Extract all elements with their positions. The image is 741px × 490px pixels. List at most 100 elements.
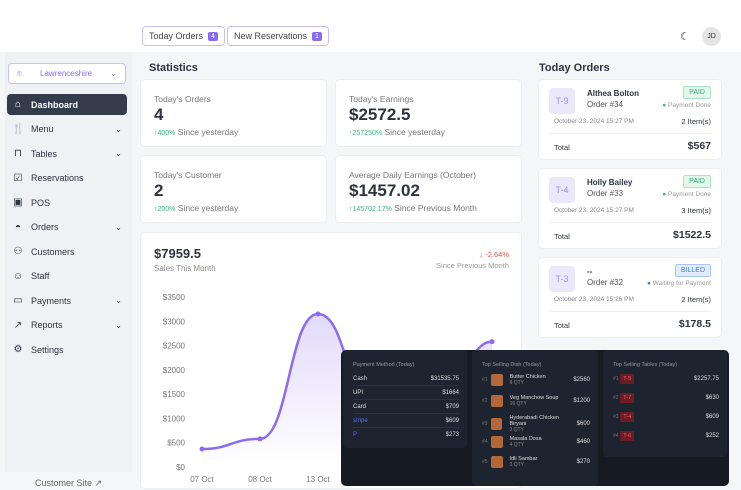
stat-label: Today's Customer: [154, 170, 222, 180]
stat-since: Since yesterday: [384, 127, 445, 137]
gear-icon: ⚙: [13, 344, 23, 355]
status-badge: PAID: [683, 86, 711, 99]
stat-label: Average Daily Earnings (October): [349, 170, 476, 180]
x-tick-label: 08 Oct: [248, 475, 272, 484]
chevron-down-icon: ⌄: [110, 69, 117, 78]
stat-label: Today's Orders: [154, 94, 211, 104]
sidebar-item-label: Settings: [31, 344, 64, 355]
payment-amount: $273: [445, 432, 459, 438]
stat-value: $2572.5: [349, 105, 411, 124]
dish-amount: $1200: [573, 397, 590, 404]
data-point[interactable]: [315, 311, 321, 317]
payment-method: Cash: [353, 376, 368, 382]
table-badge: T-3: [549, 266, 575, 292]
order-date: October 23, 2024 15:26 PM: [554, 296, 634, 303]
sidebar-item-reservations[interactable]: ☑ Reservations: [7, 168, 127, 189]
dish-name: Butter Chicken: [509, 374, 546, 380]
table-rank: #1: [613, 376, 619, 382]
location-select[interactable]: ⌾ Lawrenceshire ⌄: [8, 63, 126, 84]
sidebar-item-orders[interactable]: ◓ Orders ⌄: [7, 217, 127, 238]
table-badge: T-9: [549, 88, 575, 114]
new-reservations-count: 1: [312, 31, 322, 41]
sales-value: $7959.5: [154, 246, 201, 261]
table-badge: T-6: [620, 431, 635, 441]
new-reservations-label: New Reservations: [234, 31, 308, 41]
dish-qty: 4 QTY: [509, 441, 525, 448]
order-card[interactable]: T-3 -- Order #32 BILLED ● Waiting for Pa…: [538, 257, 722, 338]
order-date: October 23, 2024 15:27 PM: [554, 118, 634, 125]
statistics-title: Statistics: [149, 62, 198, 74]
table-row: #3 T-4 $609: [613, 412, 719, 422]
payment-status: Payment Done: [668, 191, 711, 198]
sidebar-item-menu[interactable]: 🍴 Menu ⌄: [7, 119, 127, 140]
payment-status: Payment Done: [668, 102, 711, 109]
dish-name: Idli Sambar: [509, 456, 538, 462]
new-reservations-button[interactable]: New Reservations 1: [227, 26, 329, 46]
order-card[interactable]: T-4 Holly Bailey Order #33 PAID ● Paymen…: [538, 168, 722, 249]
payment-row: Cash $31535.75: [353, 376, 459, 386]
location-value: Lawrenceshire: [40, 69, 93, 78]
table-badge: T-4: [620, 412, 635, 422]
data-point[interactable]: [257, 436, 263, 442]
sidebar-item-label: Orders: [31, 222, 59, 232]
stat-change: ↑200%: [154, 206, 176, 213]
stat-since: Since Previous Month: [394, 203, 477, 213]
sidebar-item-label: POS: [31, 197, 51, 208]
table-amount: $252: [705, 433, 719, 439]
today-orders-button[interactable]: Today Orders 4: [142, 26, 225, 46]
sidebar-item-label: Tables: [31, 148, 58, 159]
dish-name: Masala Dosa: [509, 435, 542, 442]
sidebar-item-reports[interactable]: ↗ Reports ⌄: [7, 315, 127, 336]
table-amount: $630: [705, 395, 719, 401]
item-count: 2 Item(s): [681, 295, 711, 304]
sidebar-item-payments[interactable]: ▭ Payments ⌄: [7, 290, 127, 311]
payment-method: Card: [353, 404, 367, 410]
chevron-down-icon: ⌄: [115, 149, 122, 158]
x-tick-label: 07 Oct: [190, 475, 214, 484]
sidebar-item-staff[interactable]: ☺ Staff: [7, 266, 127, 287]
dish-name: Hyderabadi Chicken Biryani: [509, 415, 559, 427]
sidebar: ⌾ Lawrenceshire ⌄ ⌂ Dashboard 🍴 Menu ⌄ ⊓ Tables ⌄…: [5, 52, 132, 472]
avatar[interactable]: JD: [702, 27, 721, 46]
status-badge: BILLED: [674, 264, 711, 277]
status-badge: PAID: [683, 175, 711, 188]
sidebar-item-label: Menu: [31, 124, 54, 134]
total-value: $178.5: [678, 318, 711, 330]
sales-label: Sales This Month: [154, 264, 216, 273]
dish-rank: #5: [482, 459, 488, 465]
dish-image: [490, 374, 503, 386]
payment-method: P: [353, 432, 358, 438]
sidebar-item-settings[interactable]: ⚙ Settings: [7, 339, 127, 360]
sidebar-item-customers[interactable]: ⚇ Customers: [7, 241, 127, 262]
dark-mode-icon[interactable]: ☾: [680, 31, 690, 43]
payment-method-title: Payment Method (Today): [353, 362, 415, 368]
chevron-down-icon: ⌄: [115, 124, 122, 134]
data-point[interactable]: [199, 446, 205, 452]
chevron-down-icon: ⌄: [115, 320, 122, 330]
orders-icon: ◓: [14, 221, 22, 233]
payment-row: P $273: [353, 432, 459, 438]
table-rank: #4: [613, 433, 619, 439]
payment-row: Card $709: [353, 404, 459, 414]
table-row: #4 T-6 $252: [613, 431, 719, 441]
sidebar-item-dashboard[interactable]: ⌂ Dashboard: [7, 94, 127, 115]
total-value: $567: [687, 140, 711, 152]
customer-site-link[interactable]: Customer Site ↗: [35, 478, 103, 488]
table-row: #2 T-7 $630: [613, 393, 719, 403]
payment-row: UPI $1664: [353, 390, 459, 400]
table-amount: $2257.75: [693, 376, 719, 382]
y-tick-label: $500: [167, 439, 185, 448]
dish-amount: $2560: [573, 377, 590, 383]
stat-value: 4: [154, 105, 164, 124]
sidebar-item-tables[interactable]: ⊓ Tables ⌄: [7, 143, 127, 164]
dish-amount: $600: [576, 421, 590, 427]
data-point[interactable]: [489, 339, 495, 345]
sidebar-item-label: Reservations: [31, 173, 84, 183]
sidebar-item-label: Reports: [31, 320, 63, 330]
order-card[interactable]: T-9 Althea Bolton Order #34 PAID ● Payme…: [538, 79, 722, 160]
pos-icon: ▣: [13, 197, 23, 208]
dish-rank: #2: [482, 397, 488, 404]
chevron-down-icon: ⌄: [115, 222, 122, 232]
sidebar-item-label: Payments: [31, 295, 72, 306]
sidebar-item-pos[interactable]: ▣ POS: [7, 192, 127, 213]
